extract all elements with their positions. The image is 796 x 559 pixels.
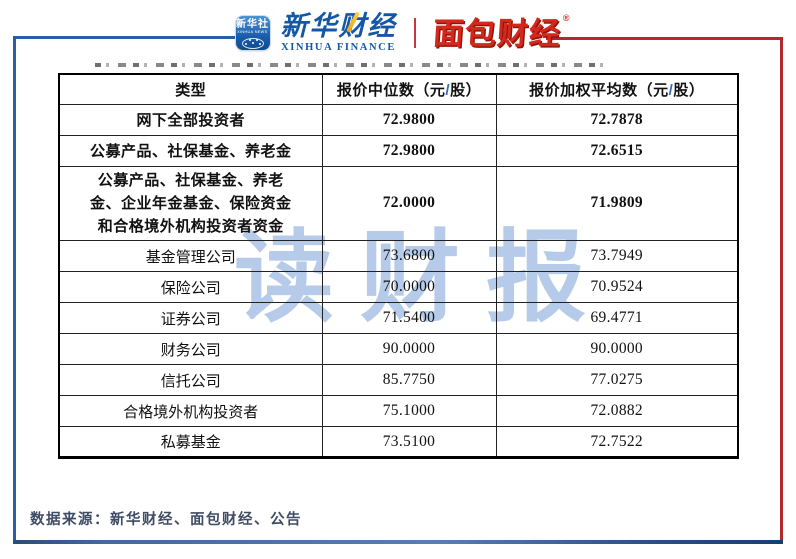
- row-type-cell: 财务公司: [58, 333, 323, 366]
- table-row: 网下全部投资者 72.9800 72.7878: [58, 103, 739, 136]
- row-weighted-cell: 72.7878: [495, 103, 739, 136]
- column-header-type: 类型: [58, 73, 323, 105]
- xinhua-news-logo-icon: 新华社 XINHUA NEWS: [235, 16, 270, 50]
- row-weighted-cell: 72.7522: [495, 426, 739, 459]
- logo-divider: [413, 18, 416, 48]
- xinhua-news-logo-cn: 新华社: [236, 19, 269, 30]
- xinhua-finance-cn: 新华财经: [280, 10, 397, 41]
- registered-trademark-mark: ®: [562, 12, 570, 23]
- row-weighted-cell: 71.9809: [495, 165, 739, 242]
- logo-bar: 新华社 XINHUA NEWS 新华财经 XINHUA FINANCE 面包财经…: [0, 9, 796, 57]
- row-weighted-cell: 69.4771: [495, 302, 739, 335]
- quote-price-table: 类型 报价中位数（元/股） 报价加权平均数（元/股） 网下全部投资者 72.98…: [58, 73, 739, 460]
- row-weighted-cell: 90.0000: [495, 333, 739, 366]
- mianbao-finance-logo: 面包财经 ®: [431, 13, 569, 51]
- row-median-cell: 73.6800: [321, 240, 497, 273]
- row-median-cell: 72.9800: [321, 134, 497, 167]
- row-weighted-cell: 73.7949: [495, 240, 739, 273]
- row-type-cell: 私募基金: [58, 426, 323, 459]
- mianbao-finance-cn: 面包财经: [431, 15, 562, 51]
- xinhua-finance-en: XINHUA FINANCE: [281, 41, 396, 53]
- row-weighted-cell: 72.0882: [495, 395, 739, 428]
- row-median-cell: 75.1000: [321, 395, 497, 428]
- xinhua-finance-logo: 新华财经 XINHUA FINANCE: [280, 10, 397, 54]
- data-source-note: 数据来源：新华财经、面包财经、公告: [30, 512, 302, 528]
- row-type-cell: 信托公司: [58, 364, 323, 397]
- table-row: 合格境外机构投资者 75.1000 72.0882: [58, 395, 739, 428]
- row-type-cell: 公募产品、社保基金、养老金、企业年金基金、保险资金和合格境外机构投资者资金: [58, 165, 323, 242]
- table-row: 公募产品、社保基金、养老金 72.9800 72.6515: [58, 134, 739, 167]
- row-median-cell: 73.5100: [321, 426, 497, 459]
- frame-top-red-line: [546, 37, 783, 40]
- row-median-cell: 71.5400: [321, 302, 497, 335]
- row-median-cell: 72.9800: [321, 103, 497, 136]
- table-row: 财务公司 90.0000 90.0000: [58, 333, 739, 366]
- table-row: 信托公司 85.7750 77.0275: [58, 364, 739, 397]
- column-header-median: 报价中位数（元/股）: [321, 73, 497, 105]
- globe-network-icon: [241, 38, 264, 49]
- row-type-cell: 保险公司: [58, 271, 323, 304]
- cropped-title-remnant: [95, 63, 610, 67]
- row-type-cell: 证券公司: [58, 302, 323, 335]
- table-row: 保险公司 70.0000 70.9524: [58, 271, 739, 304]
- row-weighted-cell: 70.9524: [495, 271, 739, 304]
- column-header-weighted-average: 报价加权平均数（元/股）: [495, 73, 739, 105]
- table-row: 私募基金 73.5100 72.7522: [58, 426, 739, 459]
- frame-left-blue-line: [13, 36, 16, 543]
- row-type-cell: 公募产品、社保基金、养老金: [58, 134, 323, 167]
- row-type-cell: 合格境外机构投资者: [58, 395, 323, 428]
- xinhua-news-logo-en: XINHUA NEWS: [237, 29, 268, 35]
- frame-top-blue-line: [13, 36, 258, 39]
- row-median-cell: 72.0000: [321, 165, 497, 242]
- frame-right-red-line: [780, 37, 783, 543]
- frame-bottom-navy-line: [13, 540, 783, 544]
- row-median-cell: 85.7750: [321, 364, 497, 397]
- row-weighted-cell: 72.6515: [495, 134, 739, 167]
- table-header-row: 类型 报价中位数（元/股） 报价加权平均数（元/股）: [58, 73, 739, 105]
- row-median-cell: 90.0000: [321, 333, 497, 366]
- row-type-cell: 基金管理公司: [58, 240, 323, 273]
- table-row: 公募产品、社保基金、养老金、企业年金基金、保险资金和合格境外机构投资者资金 72…: [58, 165, 739, 242]
- row-weighted-cell: 77.0275: [495, 364, 739, 397]
- row-type-cell: 网下全部投资者: [58, 103, 323, 136]
- table-row: 基金管理公司 73.6800 73.7949: [58, 240, 739, 273]
- row-median-cell: 70.0000: [321, 271, 497, 304]
- table-row: 证券公司 71.5400 69.4771: [58, 302, 739, 335]
